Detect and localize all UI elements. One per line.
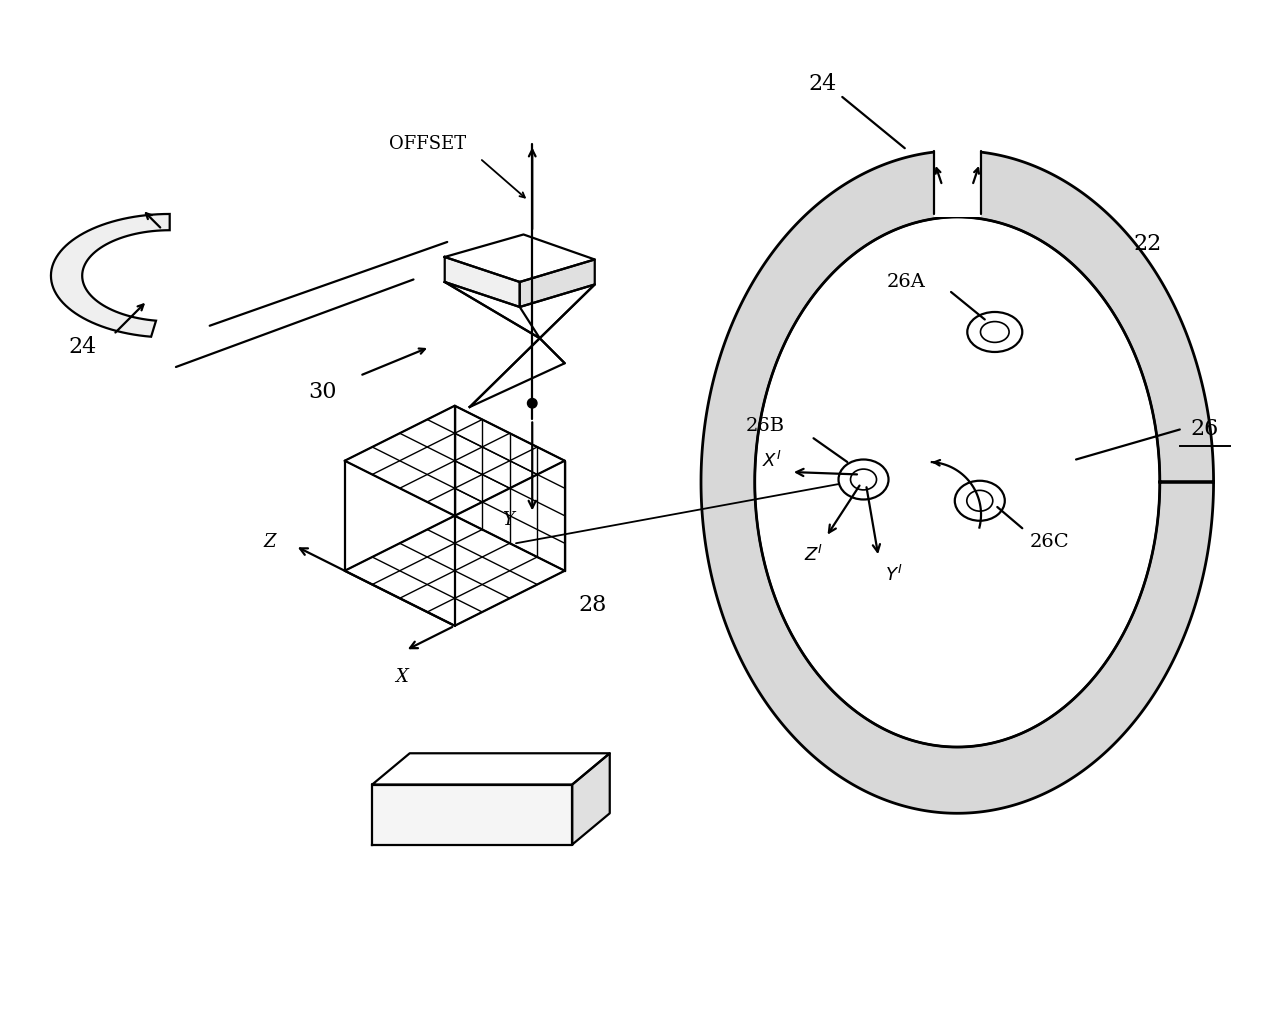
Ellipse shape <box>851 469 876 490</box>
Polygon shape <box>445 257 520 307</box>
Polygon shape <box>445 234 594 282</box>
Text: Z: Z <box>264 533 277 552</box>
Text: $X^{I}$: $X^{I}$ <box>762 450 782 470</box>
Text: $Y^{I}$: $Y^{I}$ <box>885 565 902 584</box>
Polygon shape <box>51 214 169 337</box>
Text: 22: 22 <box>1133 233 1160 256</box>
Circle shape <box>527 399 537 408</box>
Ellipse shape <box>980 321 1009 343</box>
Text: 26B: 26B <box>746 417 785 435</box>
Ellipse shape <box>838 459 889 500</box>
Polygon shape <box>933 132 981 217</box>
Text: 24: 24 <box>808 73 836 95</box>
Text: OFFSET: OFFSET <box>388 136 465 153</box>
Text: 26A: 26A <box>887 273 925 291</box>
Text: Y: Y <box>502 510 513 528</box>
Ellipse shape <box>760 222 1154 742</box>
Polygon shape <box>700 151 1213 813</box>
Ellipse shape <box>967 491 992 511</box>
Text: $Z^{I}$: $Z^{I}$ <box>804 545 823 565</box>
Polygon shape <box>445 282 594 339</box>
Polygon shape <box>372 753 609 785</box>
Text: 26C: 26C <box>1029 533 1069 551</box>
Text: 28: 28 <box>578 593 607 615</box>
Text: 30: 30 <box>308 381 336 403</box>
Polygon shape <box>372 785 573 845</box>
Polygon shape <box>520 260 594 307</box>
Text: 26: 26 <box>1191 419 1218 440</box>
Polygon shape <box>573 753 609 845</box>
Ellipse shape <box>954 481 1005 521</box>
Polygon shape <box>469 339 565 407</box>
Text: X: X <box>394 668 408 686</box>
Ellipse shape <box>967 312 1021 352</box>
Text: 24: 24 <box>68 336 96 358</box>
